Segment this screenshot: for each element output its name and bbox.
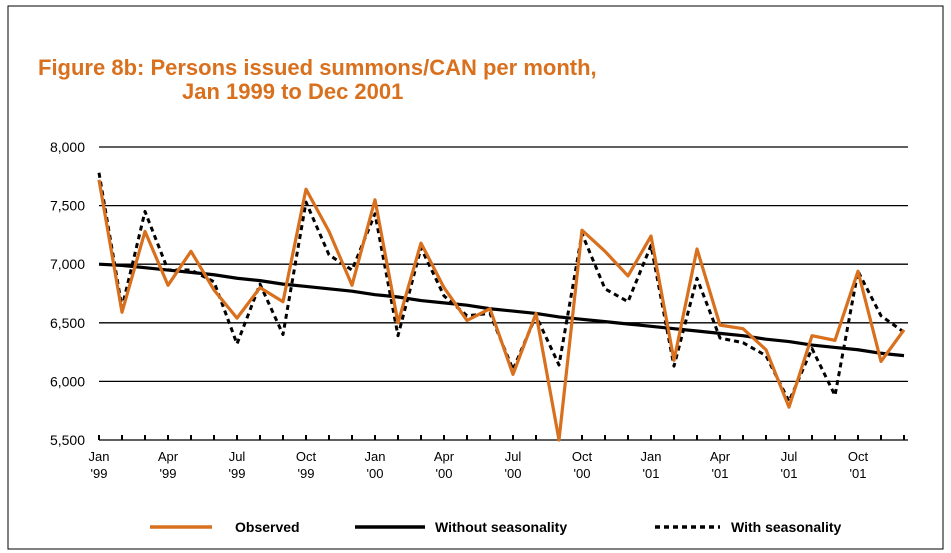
x-tick-label: Oct '01 — [848, 449, 869, 481]
x-tick-label: Apr '00 — [434, 449, 455, 481]
chart-border — [7, 5, 944, 550]
x-tick-label: Jan '00 — [365, 449, 386, 481]
series-line — [97, 179, 906, 442]
y-tick-label: 5,500 — [50, 432, 85, 448]
x-tick-label: Oct '00 — [572, 449, 593, 481]
x-tick-label: Jul '01 — [781, 449, 798, 481]
x-tick-label: Jan '99 — [89, 449, 110, 481]
chart-title: Figure 8b: Persons issued summons/CAN pe… — [38, 55, 597, 80]
series-line — [98, 262, 905, 358]
y-tick-label: 6,000 — [50, 373, 85, 389]
y-tick-label: 6,500 — [50, 315, 85, 331]
chart-subtitle: Jan 1999 to Dec 2001 — [182, 79, 403, 104]
x-tick-label: Apr '01 — [710, 449, 731, 481]
y-tick-label: 7,000 — [50, 256, 85, 272]
y-tick-label: 7,500 — [50, 198, 85, 214]
x-tick-label: Jul '00 — [505, 449, 522, 481]
x-tick-label: Jan '01 — [641, 449, 662, 481]
legend-label: Observed — [235, 519, 300, 535]
legend-label: Without seasonality — [435, 519, 567, 535]
x-tick-label: Apr '99 — [158, 449, 179, 481]
x-tick-label: Jul '99 — [229, 449, 246, 481]
x-tick-label: Oct '99 — [296, 449, 317, 481]
legend-label: With seasonality — [731, 519, 842, 535]
y-tick-label: 8,000 — [50, 139, 85, 155]
